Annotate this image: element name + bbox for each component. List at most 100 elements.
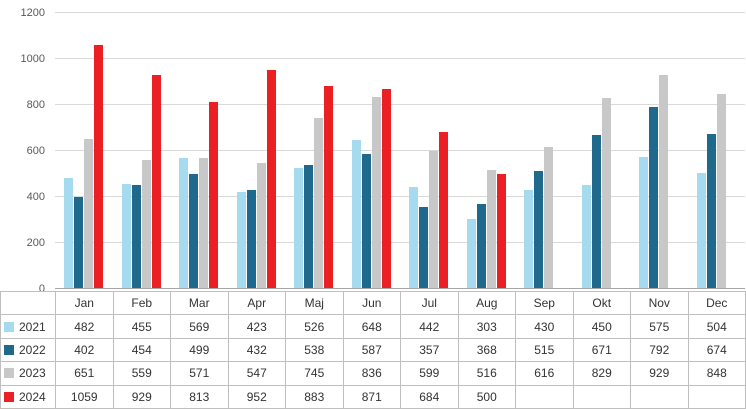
bar-2023-feb [141, 160, 151, 289]
bar-2022-aug [476, 204, 486, 289]
bar-2024-mar [209, 102, 219, 289]
value-cell: 871 [343, 385, 401, 409]
month-header-cell: Dec [688, 292, 746, 316]
bar-2023-mar [199, 158, 209, 289]
value-cell: 430 [516, 315, 574, 339]
value-cell: 368 [458, 338, 516, 363]
value-cell: 792 [631, 338, 689, 363]
value-cell: 423 [228, 315, 286, 339]
series-key-cell-2022: 2022 [1, 338, 56, 363]
y-axis-tick-label: 200 [26, 237, 45, 249]
value-cell: 952 [228, 385, 286, 409]
gridline [55, 242, 745, 243]
value-cell: 674 [688, 338, 746, 363]
bar-2022-jul [419, 207, 429, 289]
plot-area [55, 12, 745, 289]
value-cell: 929 [113, 385, 171, 409]
chart-region: 0 200 400 600 800 1000 1200 [20, 7, 745, 295]
bar-2021-mar [179, 158, 189, 289]
month-header-cell: Nov [631, 292, 689, 316]
value-cell: 883 [286, 385, 344, 409]
value-cell: 651 [56, 362, 114, 386]
month-header-cell: Mar [171, 292, 229, 316]
bar-2023-jul [429, 151, 439, 289]
y-axis-tick-label: 800 [26, 99, 45, 111]
value-cell: 813 [171, 385, 229, 409]
bar-group-aug [458, 13, 516, 289]
series-key-cell-2023: 2023 [1, 362, 56, 386]
bar-2024-aug [496, 174, 506, 289]
bar-2021-aug [466, 219, 476, 289]
bar-2023-dec [716, 94, 726, 289]
gridline [55, 104, 745, 105]
series-label-2023: 2023 [19, 366, 46, 381]
month-header-cell: Jun [343, 292, 401, 316]
value-cell: 616 [516, 362, 574, 386]
bar-group-jan [55, 13, 113, 289]
value-cell: 450 [573, 315, 631, 339]
value-cell: 442 [401, 315, 459, 339]
bar-2021-jan [64, 178, 74, 289]
month-header-cell: Aug [458, 292, 516, 316]
value-cell: 504 [688, 315, 746, 339]
bar-2023-maj [314, 118, 324, 289]
bar-group-nov [630, 13, 688, 289]
value-cell: 648 [343, 315, 401, 339]
gridline [55, 196, 745, 197]
month-header-cell: Feb [113, 292, 171, 316]
y-axis-tick-label: 600 [26, 145, 45, 157]
month-header-cell: Maj [286, 292, 344, 316]
series-label-2021: 2021 [19, 319, 46, 334]
month-header-cell: Jan [56, 292, 114, 316]
data-table: Jan Feb Mar Apr Maj Jun Jul Aug Sep Okt Nov Dec 2021… [0, 291, 746, 409]
bar-2023-apr [256, 163, 266, 289]
bar-2021-sep [524, 190, 534, 289]
bar-2023-aug [486, 170, 496, 289]
value-cell: 402 [56, 338, 114, 363]
value-cell: 538 [286, 338, 344, 363]
value-cell: 1059 [56, 385, 114, 409]
data-table-region: Jan Feb Mar Apr Maj Jun Jul Aug Sep Okt Nov Dec 2021… [0, 291, 746, 409]
value-cell: 499 [171, 338, 229, 363]
series-key-cell-2021: 2021 [1, 315, 56, 339]
month-header-cell: Apr [228, 292, 286, 316]
bar-group-okt [573, 13, 631, 289]
bar-2021-maj [294, 168, 304, 289]
series-key-cell-2024: 2024 [1, 385, 56, 409]
bar-2024-jan [94, 45, 104, 289]
gridline [55, 150, 745, 151]
value-cell [631, 385, 689, 409]
legend-swatch-2022 [4, 344, 14, 355]
y-axis-tick-label: 400 [26, 191, 45, 203]
month-header-cell: Okt [573, 292, 631, 316]
value-cell: 836 [343, 362, 401, 386]
value-cell: 500 [458, 385, 516, 409]
bar-2023-okt [601, 98, 611, 289]
gridline [55, 12, 745, 13]
bar-2021-apr [236, 192, 246, 289]
series-label-2022: 2022 [19, 342, 46, 357]
bar-2022-sep [534, 171, 544, 289]
value-cell: 515 [516, 338, 574, 363]
bar-group-apr [228, 13, 286, 289]
value-cell: 516 [458, 362, 516, 386]
bar-2024-apr [266, 70, 276, 289]
month-header-cell: Jul [401, 292, 459, 316]
value-cell: 482 [56, 315, 114, 339]
bar-group-feb [113, 13, 171, 289]
value-cell: 684 [401, 385, 459, 409]
value-cell: 454 [113, 338, 171, 363]
bar-2021-okt [581, 185, 591, 289]
value-cell: 547 [228, 362, 286, 386]
value-cell: 575 [631, 315, 689, 339]
bar-2021-jun [351, 140, 361, 289]
value-cell: 357 [401, 338, 459, 363]
bar-2022-dec [706, 134, 716, 289]
bar-2024-jun [381, 89, 391, 289]
value-cell: 571 [171, 362, 229, 386]
bar-group-mar [170, 13, 228, 289]
legend-swatch-2024 [4, 391, 14, 402]
table-corner-cell [1, 292, 56, 316]
bar-groups [55, 13, 745, 289]
y-axis-tick-label: 1000 [20, 53, 45, 65]
